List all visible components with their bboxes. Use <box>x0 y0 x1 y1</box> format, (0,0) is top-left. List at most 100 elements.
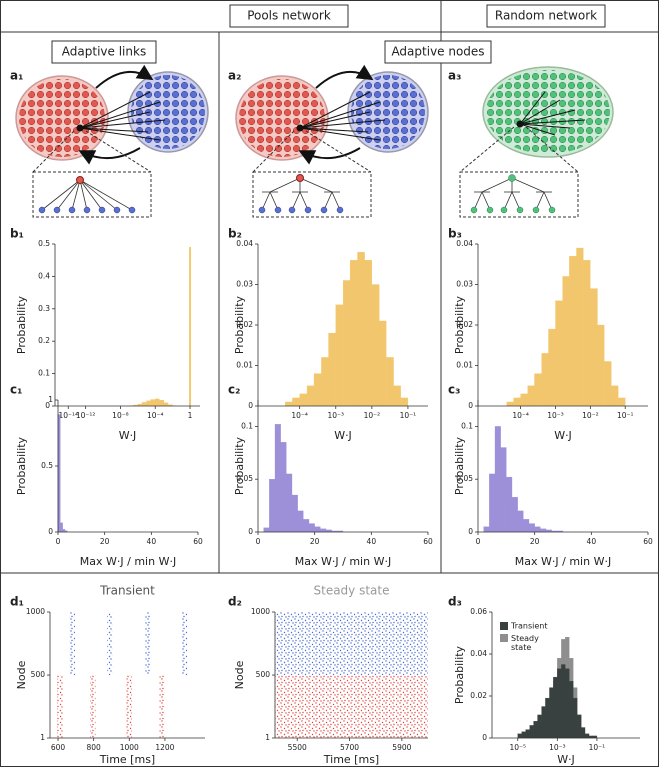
histogram-bar <box>569 255 577 407</box>
x-tick-label: 10⁻⁵ <box>509 743 526 752</box>
histogram-bar <box>583 260 591 407</box>
histogram-bar <box>511 497 518 533</box>
x-tick-label: 10⁻¹ <box>617 411 634 420</box>
histogram-bar <box>513 397 521 407</box>
x-tick-label: 10⁻⁸ <box>112 411 129 420</box>
y-tick-label: 0.03 <box>236 280 253 289</box>
histogram-bar <box>280 442 287 533</box>
histogram-bar <box>517 510 524 533</box>
histogram-bar <box>500 447 507 533</box>
y-tick-label: 0 <box>468 527 473 536</box>
x-tick-label: 40 <box>147 537 157 546</box>
y-axis-label: Probability <box>453 295 466 354</box>
x-tick-label: 10⁻¹ <box>400 411 417 420</box>
histogram-bar <box>561 664 566 739</box>
x-tick-label: 1 <box>188 411 193 420</box>
histogram-bar <box>150 399 156 407</box>
histogram-bar <box>528 523 535 533</box>
raster-burst <box>159 675 165 738</box>
diagram <box>14 70 212 217</box>
x-axis-label: Time [ms] <box>323 753 379 766</box>
histogram-bar <box>400 397 409 407</box>
histogram-bar <box>489 473 496 533</box>
histogram-bar <box>364 260 372 407</box>
y-tick-label: 0.3 <box>38 304 50 313</box>
histogram-bar <box>545 697 550 739</box>
histogram-bar <box>321 357 329 407</box>
y-tick-label: 0.2 <box>38 336 50 345</box>
histogram-bar <box>314 526 321 533</box>
histogram-bar <box>483 526 490 533</box>
histogram-bar <box>537 714 542 739</box>
legend-label: Steady state <box>511 634 541 652</box>
histogram-bar <box>555 300 563 407</box>
y-axis-label: Node <box>233 660 246 689</box>
histogram-bar <box>527 385 535 407</box>
histogram-bar <box>541 353 549 407</box>
x-tick-label: 5900 <box>392 743 411 752</box>
histogram-bar <box>604 361 612 407</box>
histogram-bar <box>146 400 151 407</box>
y-tick-label: 0.02 <box>470 691 487 700</box>
panel-label: d₂ <box>228 595 242 609</box>
histogram-bar <box>565 668 570 739</box>
y-tick-label: 500 <box>31 670 46 679</box>
y-tick-label: 0 <box>482 733 487 742</box>
histogram-bar <box>274 424 281 533</box>
x-tick-label: 10⁻⁴ <box>512 411 529 420</box>
panel-label: b₂ <box>228 227 242 241</box>
x-tick-label: 10⁻¹² <box>76 411 96 420</box>
x-axis-label: Max W·J / min W·J <box>80 555 176 568</box>
histogram-bar <box>349 260 358 407</box>
histogram-bar <box>269 479 276 533</box>
x-tick-label: 10⁻² <box>364 411 381 420</box>
x-tick-label: 10⁻³ <box>328 411 345 420</box>
histogram-bar <box>581 727 586 739</box>
histogram-bar <box>529 725 534 739</box>
histogram-bar <box>386 357 394 407</box>
y-tick-label: 0.1 <box>461 421 473 430</box>
subheader-box <box>51 40 157 64</box>
y-axis-label: Node <box>15 660 28 689</box>
x-tick-label: 10⁻⁴ <box>147 411 164 420</box>
histogram-bar <box>335 304 344 407</box>
x-axis-label: Max W·J / min W·J <box>515 555 611 568</box>
histogram-bar <box>540 528 547 533</box>
histogram-bar <box>576 247 584 407</box>
histogram-bar <box>573 697 578 739</box>
histogram-bar <box>308 523 315 533</box>
x-tick-label: 1000 <box>120 743 139 752</box>
x-tick-label: 0 <box>476 537 481 546</box>
x-tick-label: 1200 <box>155 743 174 752</box>
histogram-bar <box>584 733 590 739</box>
raster-burst <box>69 612 75 675</box>
histogram-bar <box>371 284 380 407</box>
histogram-bar <box>263 527 270 533</box>
histogram-bar <box>525 729 530 739</box>
x-axis-label: Max W·J / min W·J <box>295 555 391 568</box>
histogram-bar <box>155 398 160 407</box>
histogram-bar <box>590 288 598 407</box>
x-tick-label: 10⁻¹ <box>589 743 606 752</box>
y-tick-label: 0.04 <box>470 649 487 658</box>
histogram-bar <box>285 401 293 407</box>
histogram-bar <box>611 385 619 407</box>
header: Pools network <box>247 9 331 23</box>
raster-burst <box>181 612 188 675</box>
y-tick-label: 0.04 <box>236 239 253 248</box>
y-axis-label: Probability <box>453 436 466 495</box>
subheader: Adaptive links <box>62 45 146 59</box>
histogram-bar <box>533 721 538 739</box>
raster-burst <box>90 675 96 738</box>
x-tick-label: 40 <box>587 537 597 546</box>
x-axis-label: W·J <box>557 753 575 766</box>
x-tick-label: 60 <box>643 537 653 546</box>
histogram-bar <box>292 397 300 407</box>
panel-label: b₁ <box>10 227 24 241</box>
y-tick-label: 0 <box>48 527 53 536</box>
x-tick-label: 10⁻³ <box>549 743 566 752</box>
y-tick-label: 1000 <box>251 607 270 616</box>
y-tick-label: 0.05 <box>456 474 473 483</box>
histogram-bar <box>517 733 522 739</box>
